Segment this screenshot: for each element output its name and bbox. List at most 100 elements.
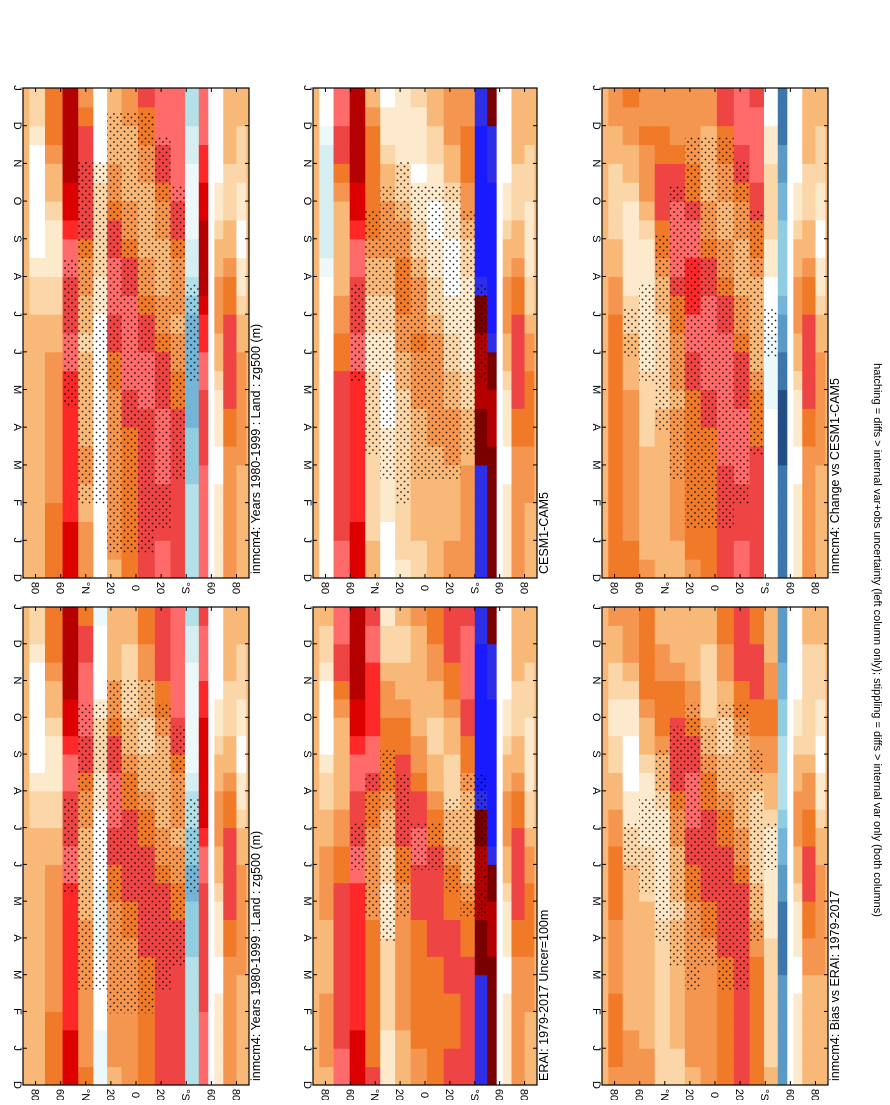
heat-cell [198,717,212,737]
heat-cell [184,540,200,560]
heat-cell [236,643,247,663]
heat-cell [426,521,445,541]
heat-cell [622,956,640,976]
heat-cell [170,483,186,504]
heat-cell [802,662,816,682]
heat-cell [137,643,156,663]
heat-cell [349,502,366,522]
stippling [716,137,734,529]
heat-cell [44,295,64,315]
heat-cell [524,754,535,773]
heat-cell [815,809,826,829]
heat-cell [777,901,791,921]
month-tick-label: J [11,825,23,831]
lat-tick-label: 20 [393,1089,405,1100]
heat-cell [487,790,500,810]
heat-cell [349,464,366,485]
heat-cell [777,144,791,164]
heat-cell [29,1066,46,1086]
stippling [763,822,778,870]
heat-cell [749,540,765,560]
heat-cell [669,163,686,183]
heat-cell [802,698,816,718]
heat-cell [184,754,200,773]
lat-tick-label: 80 [229,582,241,594]
heat-cell [654,717,671,737]
heat-cell [44,182,64,202]
heat-cell [608,333,624,353]
heat-cell [487,698,500,718]
heat-cell [622,735,640,755]
heat-cell [198,483,212,504]
heat-cell [802,389,816,409]
heat-cell [443,717,461,737]
heat-cell [184,1048,200,1068]
heat-cell [29,238,46,259]
stippling [62,259,79,407]
heat-cell [802,276,816,296]
heat-cell [524,882,535,902]
heat-cell [107,1011,123,1031]
heat-cell [29,182,46,202]
heat-cell [815,790,826,810]
heat-cell [223,643,237,663]
heat-cell [815,257,826,277]
heat-cell [524,974,535,994]
heat-cell [639,427,656,447]
heat-cell [93,662,108,682]
heat-cell [487,1048,500,1068]
heat-cell [815,1011,826,1031]
heat-cell [62,717,79,737]
heat-cell [29,333,46,353]
heat-cell [460,1066,476,1086]
heat-cell [763,993,779,1012]
heat-cell [380,163,396,183]
heat-cell [236,219,247,240]
heat-cell [777,521,791,541]
heat-cell [184,937,200,957]
heat-cell [524,125,535,146]
heat-cell [121,88,139,108]
heat-cell [460,625,476,645]
heat-cell [121,662,139,682]
heat-cell [802,559,816,579]
heat-cell [487,809,500,829]
heat-cell [184,662,200,682]
heat-cell [487,559,500,579]
heat-cell [511,238,526,259]
stippling [78,702,94,990]
heat-cell [184,446,200,466]
heat-cell [170,680,186,700]
heat-cell [749,625,765,645]
heat-cell [236,351,247,372]
heat-cell [669,88,686,108]
heat-cell [380,717,396,737]
heat-cell [622,483,640,504]
heat-cell [443,483,461,504]
heat-cell [487,662,500,682]
stippling [426,186,444,480]
heat-cell [78,559,94,579]
heat-cell [170,144,186,164]
heat-cell [184,772,200,792]
heat-cell [184,219,200,240]
month-tick-label: N [590,677,602,685]
month-tick-label: J [301,311,313,317]
heat-cell [524,408,535,428]
heat-cell [763,238,779,259]
heat-cell [763,446,779,466]
heat-cell [107,1048,123,1068]
heat-cell [170,643,186,663]
heat-cell [474,698,488,718]
heat-cell [198,219,212,240]
heat-cell [802,735,816,755]
heat-cell [223,182,237,202]
stippling [380,186,396,480]
heat-cell [365,1048,381,1068]
heat-cell [777,809,791,829]
lat-tick-label: 60 [343,1089,355,1100]
heat-cell [198,735,212,755]
stippling [443,798,461,894]
heat-cell [236,1011,247,1031]
